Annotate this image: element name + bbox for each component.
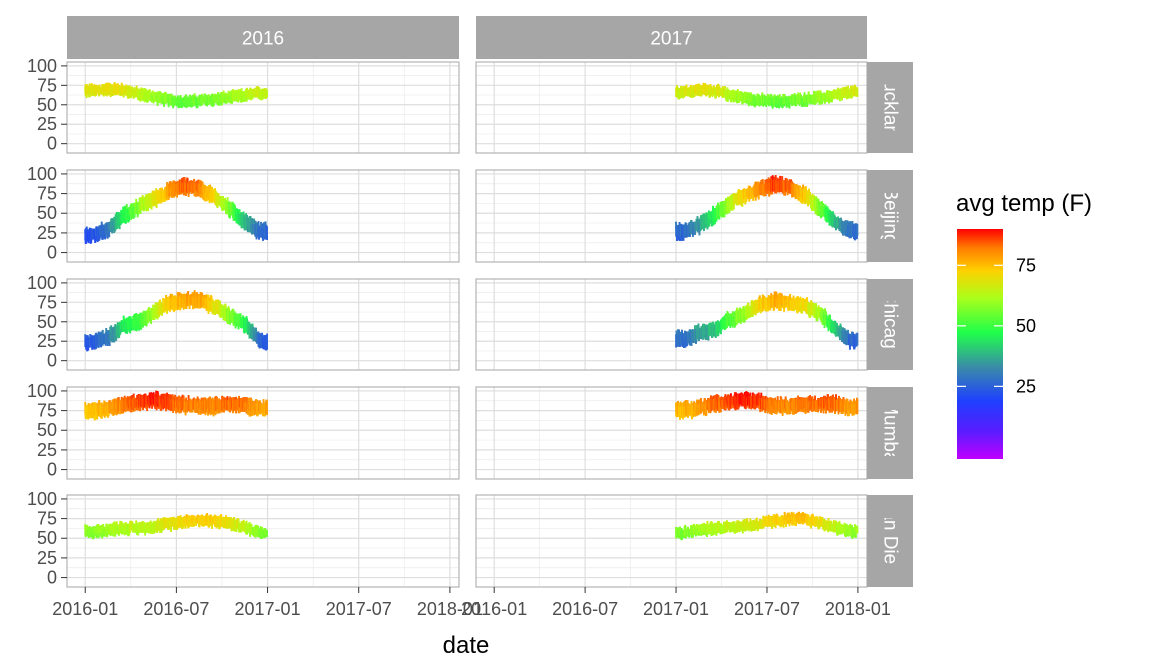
temperature-series-chicago-2017 [675, 291, 859, 350]
temperature-series-beijing-2017 [675, 175, 859, 241]
facet-panel-chicago-2017 [475, 278, 868, 371]
temperature-series-beijing-2016 [84, 177, 268, 244]
temperature-series-chicago-2016 [84, 290, 268, 352]
panel-border [66, 61, 460, 154]
facet-panel-auckland-2017 [475, 61, 868, 154]
facet-panel-auckland-2016 [66, 61, 460, 154]
panel-background [476, 170, 867, 262]
facet-panel-beijing-2016 [66, 169, 460, 263]
temperature-series-auckland-2017 [675, 82, 859, 109]
temperature-series-mumbai-2016 [84, 390, 268, 421]
panel-background [476, 279, 867, 370]
chart-panels [66, 61, 868, 588]
facet-panel-mumbai-2016 [66, 386, 460, 480]
temperature-series-auckland-2016 [84, 82, 268, 109]
facet-panel-chicago-2016 [66, 278, 460, 371]
panel-background [476, 62, 867, 153]
facet-panel-beijing-2017 [475, 169, 868, 263]
panel-border [66, 278, 460, 371]
panel-border [66, 169, 460, 263]
panel-background [67, 62, 459, 153]
